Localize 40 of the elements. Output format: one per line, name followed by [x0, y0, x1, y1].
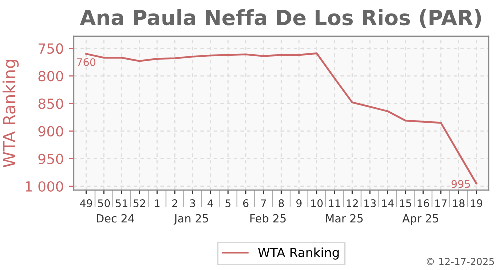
- chart-title: Ana Paula Neffa De Los Rios (PAR): [80, 10, 482, 28]
- x-tick-label: 11: [329, 200, 340, 208]
- x-tick-label: 7: [261, 200, 266, 208]
- y-tick-label: 750: [38, 44, 64, 54]
- x-tick-label: 15: [400, 200, 412, 208]
- text: © 12-17-2025: [427, 258, 494, 266]
- text: Jan 25: [174, 214, 208, 225]
- text: Feb 25: [250, 214, 286, 223]
- x-tick-label: 18: [453, 200, 465, 208]
- x-tick-label: 10: [311, 200, 323, 208]
- x-tick-label: 16: [418, 200, 430, 208]
- x-tick-label: 49: [80, 200, 92, 208]
- x-tick-label: 4: [208, 200, 214, 208]
- text: Dec 24: [97, 214, 134, 223]
- x-tick-label: 13: [364, 200, 376, 208]
- x-tick-label: 12: [346, 200, 358, 208]
- text: Mar 25: [326, 214, 363, 223]
- x-tick-label: 19: [471, 200, 482, 208]
- x-tick-label: 1: [155, 200, 160, 208]
- x-tick-label: 8: [278, 200, 284, 208]
- x-tick-label: 51: [116, 200, 128, 208]
- x-tick-label: 3: [190, 200, 196, 208]
- x-tick-label: 17: [436, 200, 447, 208]
- x-tick-label: 2: [172, 200, 178, 208]
- y-tick-label: 950: [38, 154, 64, 164]
- text: Apr 25: [402, 214, 438, 225]
- x-tick-label: 50: [98, 200, 110, 208]
- x-tick-label: 9: [296, 200, 302, 208]
- data-label: 760: [77, 58, 96, 66]
- x-tick-label: 5: [226, 200, 231, 208]
- y-tick-label: 900: [38, 126, 64, 137]
- y-tick-label: 1 000: [26, 181, 64, 192]
- legend-label: WTA Ranking: [258, 248, 339, 260]
- x-tick-label: 6: [243, 200, 249, 208]
- y-axis-title: WTA Ranking: [2, 60, 19, 168]
- x-tick-label: 52: [134, 200, 146, 208]
- x-tick-label: 14: [382, 200, 394, 208]
- y-tick-label: 800: [38, 71, 64, 82]
- data-label: 995: [452, 180, 470, 188]
- y-tick-label: 850: [38, 98, 64, 110]
